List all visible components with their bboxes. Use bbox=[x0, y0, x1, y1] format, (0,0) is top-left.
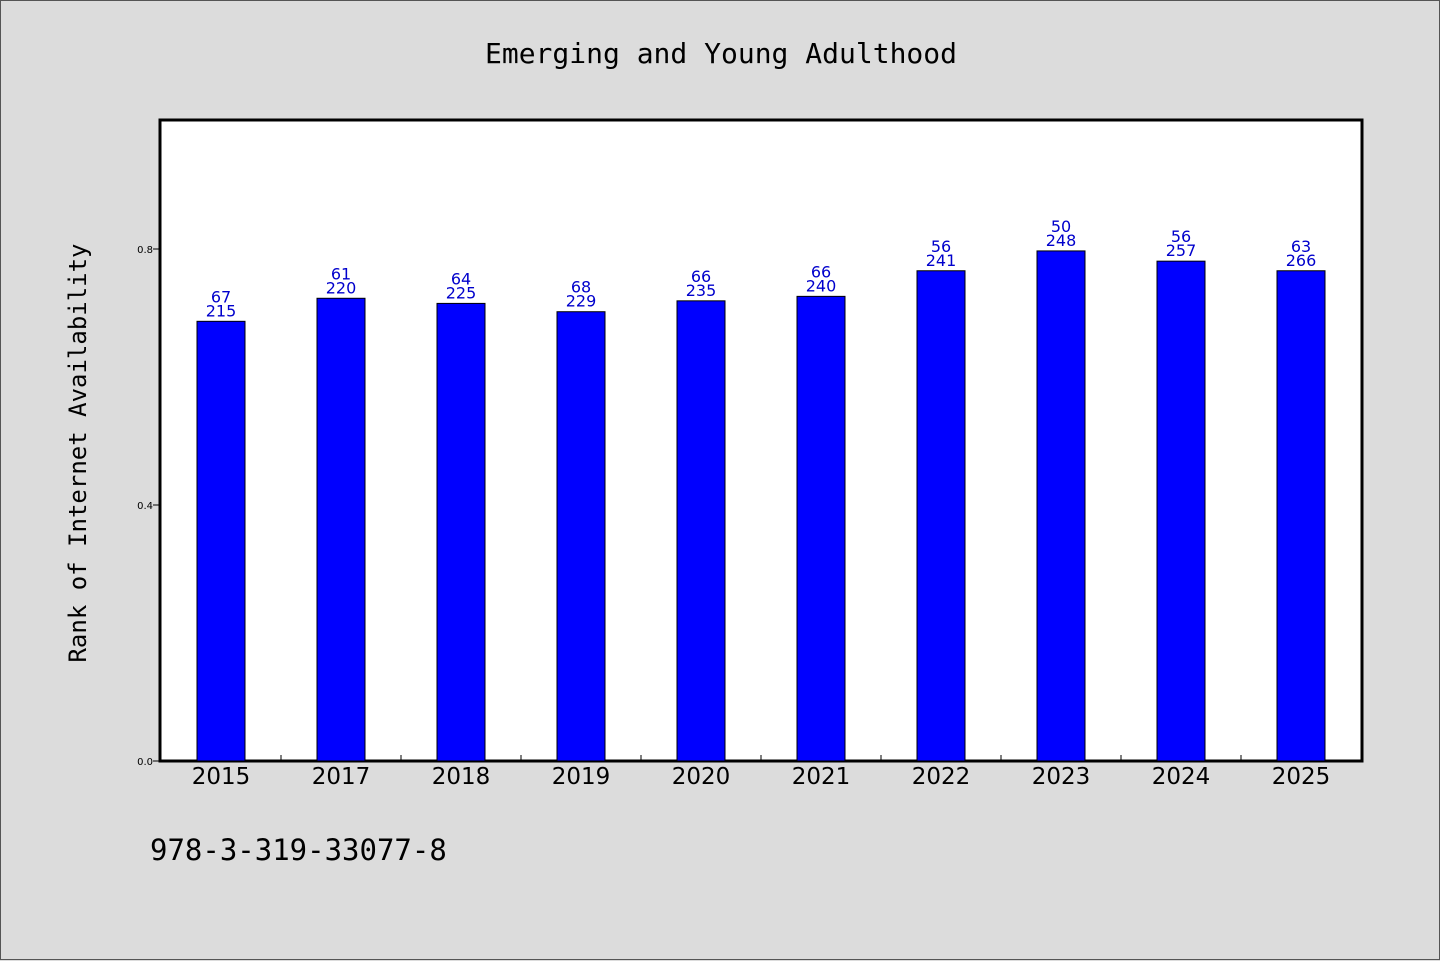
data-label-bottom: 257 bbox=[1166, 241, 1197, 260]
y-tick-label: 0.0 bbox=[137, 757, 153, 768]
x-tick-label: 2019 bbox=[552, 764, 611, 790]
data-label-bottom: 220 bbox=[326, 278, 357, 297]
isbn-footnote: 978-3-319-33077-8 bbox=[150, 833, 447, 867]
x-tick-label: 2023 bbox=[1032, 764, 1091, 790]
x-tick-label: 2021 bbox=[792, 764, 851, 790]
data-label-top: 56 bbox=[931, 237, 951, 256]
bar bbox=[916, 270, 966, 762]
y-tick-label: 0.8 bbox=[137, 245, 153, 256]
x-tick-label: 2018 bbox=[432, 764, 491, 790]
bar bbox=[796, 295, 846, 762]
x-tick-label: 2024 bbox=[1152, 764, 1211, 790]
chart-marks: 0.00.40.82156720152206120172256420182296… bbox=[137, 217, 1330, 790]
data-label-bottom: 225 bbox=[446, 283, 477, 302]
data-label-bottom: 229 bbox=[566, 292, 597, 311]
data-label-top: 61 bbox=[331, 264, 351, 283]
bar bbox=[556, 311, 606, 762]
bar bbox=[316, 297, 366, 762]
x-tick-label: 2025 bbox=[1272, 764, 1331, 790]
data-label-top: 56 bbox=[1171, 227, 1191, 246]
bar bbox=[196, 320, 246, 762]
y-axis-label: Rank of Internet Availability bbox=[64, 243, 92, 662]
bar bbox=[1036, 250, 1086, 762]
data-label-top: 68 bbox=[571, 278, 591, 297]
bar bbox=[436, 302, 486, 762]
x-tick-label: 2020 bbox=[672, 764, 731, 790]
data-label-top: 67 bbox=[211, 287, 231, 306]
x-tick-label: 2015 bbox=[192, 764, 251, 790]
data-label-bottom: 241 bbox=[926, 251, 957, 270]
data-label-bottom: 248 bbox=[1046, 231, 1077, 250]
x-tick-label: 2022 bbox=[912, 764, 971, 790]
data-label-top: 63 bbox=[1291, 237, 1311, 256]
data-label-bottom: 240 bbox=[806, 276, 837, 295]
data-label-top: 66 bbox=[811, 262, 831, 281]
bar bbox=[676, 300, 726, 762]
y-tick-label: 0.4 bbox=[137, 501, 153, 512]
x-tick-label: 2017 bbox=[312, 764, 371, 790]
data-label-top: 50 bbox=[1051, 217, 1071, 236]
data-label-top: 64 bbox=[451, 269, 471, 288]
data-label-bottom: 266 bbox=[1286, 251, 1317, 270]
data-label-top: 66 bbox=[691, 267, 711, 286]
data-label-bottom: 235 bbox=[686, 281, 717, 300]
bar bbox=[1276, 270, 1326, 762]
chart-title: Emerging and Young Adulthood bbox=[485, 37, 957, 70]
bar bbox=[1156, 260, 1206, 762]
data-label-bottom: 215 bbox=[206, 301, 237, 320]
